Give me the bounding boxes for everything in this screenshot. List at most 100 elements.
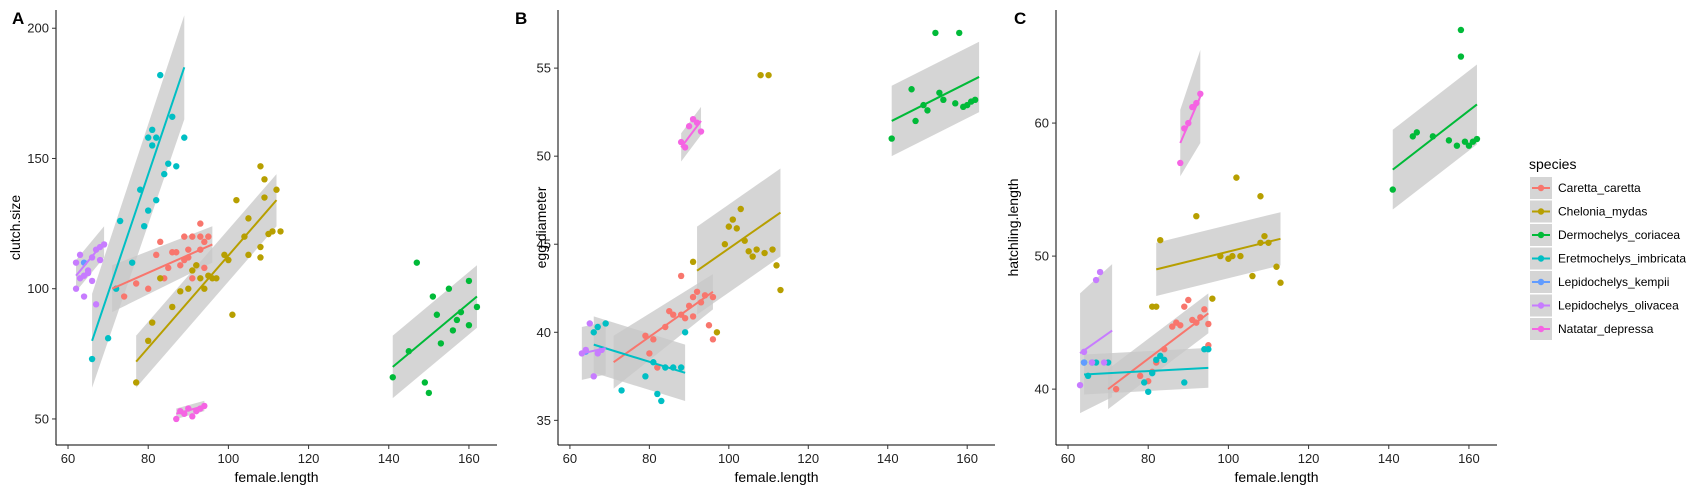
y-tick-label: 100 — [27, 281, 49, 296]
legend-label: Natatar_depressa — [1558, 322, 1654, 336]
legend-key-point — [1537, 325, 1545, 333]
fit-line — [135, 199, 278, 363]
data-point — [92, 301, 100, 308]
data-point — [729, 216, 736, 223]
data-point — [590, 329, 597, 336]
data-point — [1389, 186, 1396, 193]
data-point — [1457, 26, 1465, 34]
data-point — [201, 264, 208, 272]
panel-C: C 60 80 100 120 140 160 40 50 60 female.length hatc… — [1005, 9, 1497, 485]
data-point — [161, 170, 168, 178]
legend: species Caretta_caretta Chelonia_mydas Derm… — [1529, 156, 1686, 340]
data-point — [1088, 359, 1096, 366]
data-point — [141, 222, 148, 230]
data-point — [201, 238, 208, 246]
data-point — [1177, 322, 1184, 329]
data-point — [709, 293, 717, 301]
data-point — [88, 277, 96, 285]
data-point — [1233, 174, 1240, 181]
data-point — [116, 217, 124, 225]
data-point — [153, 251, 160, 259]
x-tick-label: 120 — [298, 451, 320, 466]
legend-entry: Lepidochelys_kempii — [1530, 271, 1669, 293]
data-point — [197, 233, 204, 240]
data-point — [257, 163, 264, 170]
fit-line — [1107, 312, 1209, 390]
data-point — [761, 249, 768, 257]
data-point — [449, 327, 457, 334]
data-point — [1465, 142, 1473, 149]
data-point — [1193, 212, 1200, 220]
data-point — [1273, 263, 1280, 270]
data-point — [189, 267, 196, 274]
data-point — [128, 259, 136, 266]
data-point — [185, 285, 192, 292]
fit-line — [891, 76, 980, 122]
data-point — [169, 113, 176, 120]
data-point — [177, 288, 184, 295]
data-point — [1189, 103, 1196, 111]
data-point — [88, 355, 96, 363]
data-point — [245, 215, 252, 222]
data-point — [677, 272, 685, 280]
y-tick-label: 60 — [1035, 116, 1049, 131]
data-point — [733, 225, 740, 232]
data-point — [1473, 135, 1481, 143]
confidence-band — [1080, 264, 1113, 414]
data-point — [132, 280, 140, 287]
y-axis-title: clutch.size — [7, 195, 23, 261]
data-point — [1201, 306, 1208, 313]
data-point — [1076, 381, 1084, 389]
data-point — [737, 205, 744, 213]
data-point — [677, 364, 685, 371]
y-tick-label: 35 — [537, 413, 551, 428]
x-tick-label: 160 — [956, 451, 978, 466]
data-point — [971, 96, 979, 104]
data-point — [453, 316, 461, 324]
y-tick-label: 50 — [537, 149, 551, 164]
data-point — [705, 322, 713, 329]
data-point — [189, 233, 196, 240]
legend-entry: Natatar_depressa — [1530, 318, 1654, 340]
data-point — [670, 311, 677, 318]
data-point — [413, 259, 421, 266]
data-point — [145, 134, 152, 141]
data-point — [713, 329, 721, 336]
fit-line — [1079, 329, 1113, 355]
data-point — [185, 246, 192, 253]
data-point — [257, 254, 264, 261]
x-tick-label: 60 — [1061, 451, 1075, 466]
data-point — [725, 223, 733, 230]
legend-key-point — [1537, 208, 1545, 215]
data-point — [157, 275, 164, 282]
data-point — [1185, 296, 1192, 304]
data-point — [924, 107, 931, 114]
data-point — [257, 243, 264, 251]
data-point — [681, 329, 689, 336]
data-point — [213, 275, 220, 282]
data-point — [1169, 323, 1176, 330]
data-point — [173, 163, 180, 170]
data-point — [201, 402, 208, 410]
fit-line — [680, 120, 702, 148]
data-point — [936, 89, 943, 96]
data-point — [221, 251, 228, 259]
data-point — [1161, 356, 1168, 364]
data-point — [956, 29, 963, 37]
legend-key-point — [1537, 231, 1545, 239]
data-point — [96, 256, 104, 264]
y-axis-title: egg.diameter — [533, 186, 549, 268]
data-point — [1205, 320, 1212, 328]
data-point — [233, 196, 240, 204]
legend-entry: Lepidochelys_olivacea — [1530, 294, 1679, 317]
fit-line — [1155, 237, 1281, 271]
data-point — [1157, 236, 1164, 244]
x-tick-label: 160 — [1458, 451, 1480, 466]
data-point — [697, 128, 705, 135]
data-point — [773, 262, 780, 269]
data-point — [229, 311, 236, 318]
data-point — [177, 262, 184, 269]
data-point — [650, 336, 657, 343]
